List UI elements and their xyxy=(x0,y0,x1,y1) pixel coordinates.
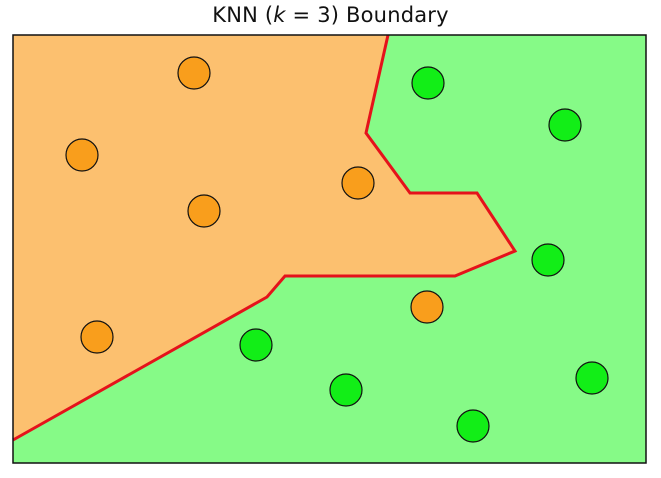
orange-region xyxy=(13,35,515,440)
diagram-title: KNN (k = 3) Boundary xyxy=(0,3,661,27)
title-prefix: KNN ( xyxy=(212,3,274,27)
orange-point xyxy=(80,320,114,354)
title-suffix: = 3) Boundary xyxy=(285,3,449,27)
orange-point xyxy=(177,56,211,90)
orange-point xyxy=(65,138,99,172)
data-points xyxy=(65,56,609,443)
green-point xyxy=(548,108,582,142)
green-point xyxy=(575,361,609,395)
green-point xyxy=(411,66,445,100)
green-point xyxy=(239,328,273,362)
orange-point xyxy=(187,194,221,228)
decision-boundary-line xyxy=(12,34,518,442)
title-k-symbol: k xyxy=(273,3,286,27)
orange-point xyxy=(341,166,375,200)
plot-frame xyxy=(12,34,647,464)
orange-point xyxy=(410,290,444,324)
green-point xyxy=(329,373,363,407)
green-point xyxy=(531,243,565,277)
green-point xyxy=(456,409,490,443)
